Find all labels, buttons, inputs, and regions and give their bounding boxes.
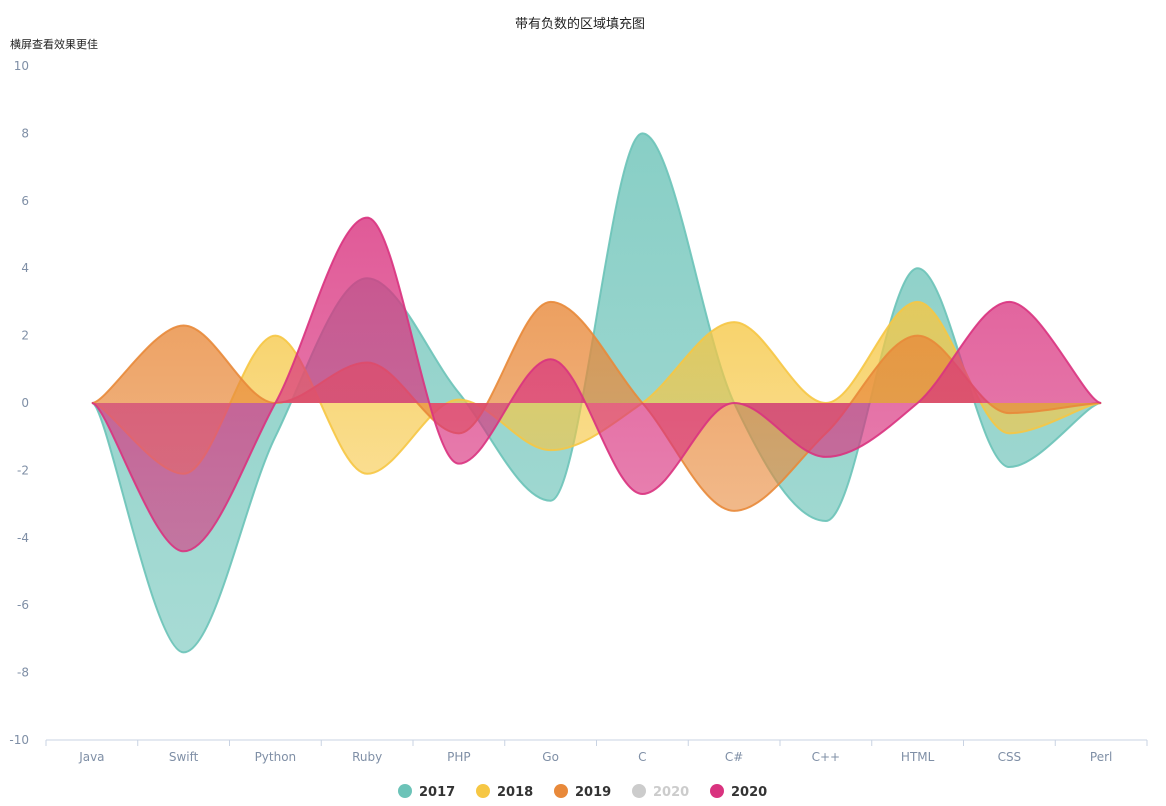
y-tick-label: 8 (21, 126, 29, 140)
line-series-1 (91, 300, 1102, 475)
x-tick-label: Go (542, 750, 559, 764)
line-series-4 (91, 216, 1102, 553)
y-tick-label: -6 (17, 598, 29, 612)
x-tick-label: Swift (169, 750, 199, 764)
area-series-4 (91, 217, 1102, 552)
legend-marker (554, 784, 568, 798)
x-tick-label: HTML (901, 750, 935, 764)
legend-label: 2018 (497, 785, 533, 800)
chart-title: 带有负数的区域填充图 (515, 16, 645, 32)
legend-item[interactable]: 2018 (476, 784, 533, 800)
line-series-2 (91, 300, 1102, 512)
area-series-1 (91, 301, 1102, 474)
legend-item[interactable]: 2020 (632, 784, 689, 800)
legend-marker (710, 784, 724, 798)
x-tick-label: Java (78, 750, 104, 764)
x-axis: Java Swift Python Ruby PHP Go C C# C++ HTML CSS Per… (45, 739, 1148, 764)
area-series-2 (91, 301, 1102, 511)
y-tick-label: 10 (14, 59, 29, 73)
y-tick-label: -2 (17, 463, 29, 477)
legend-label: 2020 (731, 785, 767, 800)
x-tick-label: CSS (998, 750, 1022, 764)
legend-marker (398, 784, 412, 798)
y-tick-label: 0 (21, 396, 29, 410)
y-tick-label: -4 (17, 531, 29, 545)
legend-item[interactable]: 2020 (710, 784, 767, 800)
legend-marker (632, 784, 646, 798)
x-tick-label: PHP (447, 750, 471, 764)
x-tick-label: C (638, 750, 646, 764)
y-axis: -10 -8 -6 -4 -2 0 2 4 6 8 10 (9, 59, 29, 747)
legend: 2017 2018 2019 2020 2020 (398, 784, 767, 800)
y-tick-label: -10 (9, 733, 29, 747)
y-tick-label: 2 (21, 329, 29, 343)
x-tick-label: C++ (812, 750, 841, 764)
x-tick-label: C# (725, 750, 743, 764)
x-tick-label: Python (255, 750, 297, 764)
legend-item[interactable]: 2019 (554, 784, 611, 800)
y-tick-label: 6 (21, 194, 29, 208)
legend-marker (476, 784, 490, 798)
y-tick-label: 4 (21, 261, 29, 275)
legend-label: 2017 (419, 785, 455, 800)
series-layer (90, 132, 1102, 654)
chart-subtitle: 横屏查看效果更佳 (10, 37, 98, 51)
line-series-0 (90, 132, 1102, 654)
legend-label: 2019 (575, 785, 611, 800)
legend-label: 2020 (653, 785, 689, 800)
legend-item[interactable]: 2017 (398, 784, 455, 800)
x-tick-label: Ruby (352, 750, 382, 764)
x-tick-label: Perl (1090, 750, 1112, 764)
y-tick-label: -8 (17, 666, 29, 680)
